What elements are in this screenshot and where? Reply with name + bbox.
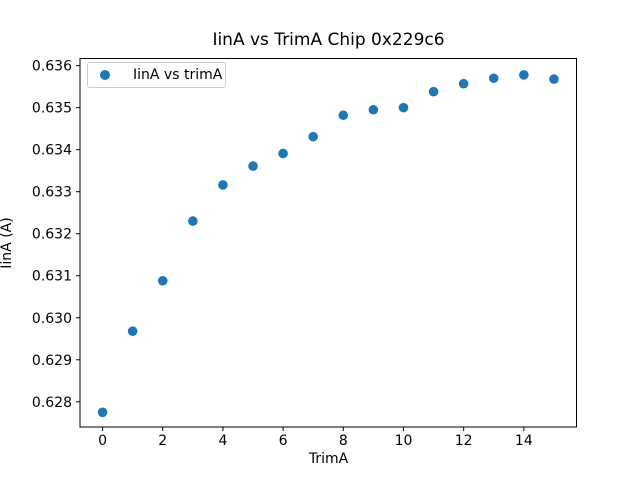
chart-title: IinA vs TrimA Chip 0x229c6 (212, 30, 445, 50)
y-tick-label: 0.631 (32, 269, 72, 285)
data-point (428, 86, 439, 97)
data-point (157, 275, 168, 286)
y-tick-label: 0.634 (32, 143, 72, 159)
x-tick-label: 0 (98, 433, 107, 449)
y-tick-label: 0.632 (32, 227, 72, 243)
y-tick-label: 0.630 (32, 311, 72, 327)
y-tick-label: 0.635 (32, 101, 72, 117)
data-point (308, 131, 319, 142)
data-point (127, 326, 138, 336)
legend-label: IinA vs trimA (133, 67, 223, 83)
data-point (218, 180, 228, 190)
x-tick-label: 8 (339, 433, 348, 449)
y-tick-label: 0.629 (32, 353, 72, 369)
x-tick-label: 12 (455, 433, 473, 449)
x-axis-label: TrimA (308, 451, 349, 467)
data-point (338, 110, 349, 121)
y-axis-label: IinA (A) (0, 217, 15, 269)
data-point (278, 148, 288, 159)
data-point (488, 73, 499, 84)
data-point (97, 407, 108, 418)
x-tick-label: 2 (158, 433, 167, 449)
data-point (519, 70, 529, 80)
x-tick-label: 14 (515, 433, 533, 449)
data-point (368, 104, 379, 115)
axes-frame (79, 58, 577, 428)
y-tick-label: 0.636 (32, 59, 72, 75)
x-tick-label: 6 (279, 433, 288, 449)
x-tick-label: 4 (218, 433, 227, 449)
x-tick-label: 10 (395, 433, 413, 449)
data-point (248, 161, 258, 171)
legend: IinA vs trimA (87, 62, 226, 88)
y-tick-label: 0.628 (32, 395, 72, 411)
data-point (188, 216, 198, 226)
y-tick-label: 0.633 (32, 185, 72, 201)
data-point (549, 74, 559, 84)
data-point (458, 78, 469, 89)
scatter-marker-icon (100, 70, 110, 80)
data-point (398, 102, 409, 113)
